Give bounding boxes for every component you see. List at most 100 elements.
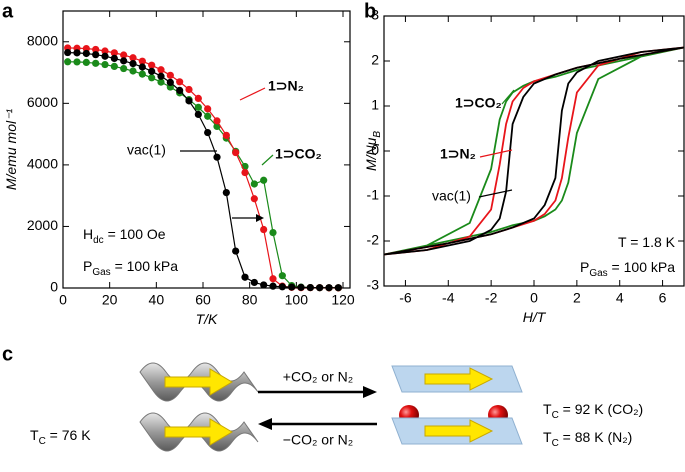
- data-point: [82, 44, 90, 53]
- data-point: [166, 71, 174, 79]
- data-point: [73, 58, 81, 66]
- series-line: [67, 61, 339, 289]
- data-point: [204, 105, 212, 113]
- arrow-head: [258, 418, 272, 430]
- y-tick-label: 4000: [27, 156, 58, 172]
- data-point: [334, 284, 342, 292]
- y-tick-label: -1: [367, 187, 380, 203]
- y-tick-label: 6000: [27, 94, 58, 110]
- x-axis-label-part: T/K: [196, 311, 218, 327]
- data-point: [176, 78, 184, 86]
- data-point: [306, 283, 314, 292]
- data-point: [213, 153, 221, 161]
- plot-area: [384, 46, 684, 256]
- annotation-part: P: [580, 259, 589, 275]
- data-point: [185, 97, 193, 105]
- data-point: [260, 281, 268, 289]
- data-point: [278, 272, 286, 280]
- data-point: [120, 57, 128, 65]
- data-point: [101, 60, 109, 69]
- data-point: [148, 61, 156, 69]
- data-point: [204, 128, 212, 137]
- y-axis-label-part: B: [372, 131, 383, 138]
- data-point: [157, 66, 165, 74]
- data-point: [250, 180, 258, 188]
- data-point: [204, 112, 212, 120]
- annotation-part: = 100 Oe: [104, 226, 166, 242]
- tc-label-part: C: [552, 438, 559, 449]
- data-point: [110, 49, 118, 57]
- x-tick-label: 60: [195, 292, 211, 308]
- annotation-part: P: [83, 258, 92, 274]
- tc-label-part: = 92 K (CO₂): [559, 401, 643, 417]
- y-tick-label: 3: [371, 7, 379, 23]
- data-point: [129, 60, 137, 68]
- x-axis-label: T/K: [196, 311, 218, 327]
- data-point: [232, 148, 240, 157]
- y-tick-label: 2000: [27, 217, 58, 233]
- data-point: [148, 74, 156, 82]
- data-point: [92, 51, 100, 59]
- tc-label: TC = 92 K (CO₂): [543, 401, 643, 421]
- label-leader: [239, 87, 266, 101]
- panel-label: c: [2, 343, 13, 365]
- data-point: [222, 131, 230, 139]
- series-label: 1⊃CO₂: [455, 95, 502, 111]
- data-point: [278, 283, 286, 291]
- y-axis-label: M/NμB: [363, 131, 383, 171]
- data-point: [194, 94, 202, 103]
- label-leader: [479, 149, 513, 158]
- tc-label: TC = 76 K: [30, 427, 91, 447]
- data-point: [82, 58, 90, 66]
- data-point: [92, 59, 100, 67]
- x-tick-label: -4: [442, 290, 455, 306]
- y-tick-label: 1: [371, 97, 379, 113]
- data-point: [129, 67, 137, 75]
- x-tick-label: 0: [530, 290, 538, 306]
- data-point: [129, 54, 137, 62]
- y-tick-label: 2: [371, 52, 379, 68]
- plate-top: [391, 365, 523, 393]
- data-point: [194, 103, 202, 111]
- data-point: [138, 70, 146, 78]
- data-point: [64, 58, 72, 66]
- series-line: [384, 46, 684, 256]
- data-point: [232, 247, 240, 255]
- x-tick-label: 120: [331, 292, 355, 308]
- label-leader: [478, 189, 513, 198]
- plate-bottom: [391, 417, 523, 445]
- sheet-bottom: [139, 412, 259, 452]
- data-point: [82, 49, 90, 58]
- y-tick-label: -2: [367, 232, 380, 248]
- data-point: [157, 78, 165, 86]
- x-axis-label: H/T: [523, 309, 547, 325]
- data-point: [194, 110, 202, 119]
- annotation: PGas = 100 kPa: [83, 258, 178, 278]
- label-leader: [501, 89, 515, 105]
- series-label: 1⊃N₂: [440, 146, 476, 162]
- tc-label-part: T: [543, 401, 552, 417]
- data-point: [269, 229, 277, 237]
- series-label: vac(1): [432, 188, 471, 204]
- data-point: [288, 283, 296, 291]
- data-point: [101, 47, 109, 55]
- data-point: [120, 51, 128, 59]
- label-leader: [261, 154, 274, 166]
- y-tick-label: 0: [371, 142, 379, 158]
- annotation: Hdc = 100 Oe: [83, 226, 166, 246]
- tc-label-part: = 88 K (N₂): [559, 429, 633, 445]
- data-point: [269, 275, 277, 283]
- annotation-part: Gas: [589, 268, 607, 279]
- data-point: [250, 278, 258, 287]
- data-point: [138, 57, 146, 65]
- shift-arrow-head: [256, 214, 264, 222]
- sheet-top: [139, 362, 259, 402]
- x-tick-label: 40: [149, 292, 165, 308]
- y-tick-label: -3: [367, 277, 380, 293]
- annotation-part: = 100 kPa: [608, 259, 676, 275]
- series-line: [384, 46, 684, 256]
- tc-label-part: C: [39, 436, 46, 447]
- forward-label: +CO₂ or N₂: [283, 369, 353, 385]
- annotation-part: H: [83, 226, 93, 242]
